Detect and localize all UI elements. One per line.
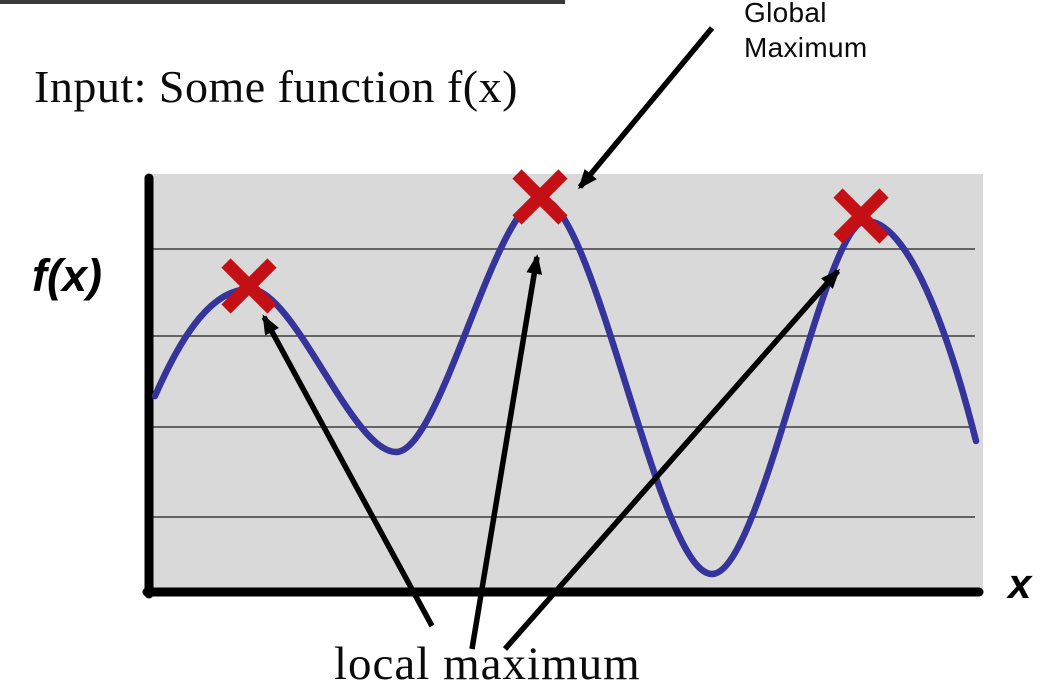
page-title: Input: Some function f(x) [34, 61, 518, 112]
local-max-arrow-3 [502, 268, 841, 651]
local-max-arrow-1 [261, 314, 435, 628]
x-axis-label: x [1008, 560, 1032, 607]
y-axis-label: f(x) [32, 250, 102, 301]
maximum-x-marker-2 [512, 169, 568, 225]
local-maximum-label: local maximum [334, 638, 641, 682]
global-maximum-label-line1: Global [744, 0, 827, 28]
global-maximum-label: Global Maximum [744, 0, 867, 65]
local-max-arrow-2 [469, 254, 543, 650]
maximum-x-marker-3 [833, 188, 889, 244]
global-maximum-label-line2: Maximum [744, 31, 868, 63]
global-maximum-arrow [577, 26, 715, 190]
maximum-x-marker-1 [221, 258, 277, 314]
plot-area [147, 174, 983, 588]
top-rule [0, 0, 565, 4]
